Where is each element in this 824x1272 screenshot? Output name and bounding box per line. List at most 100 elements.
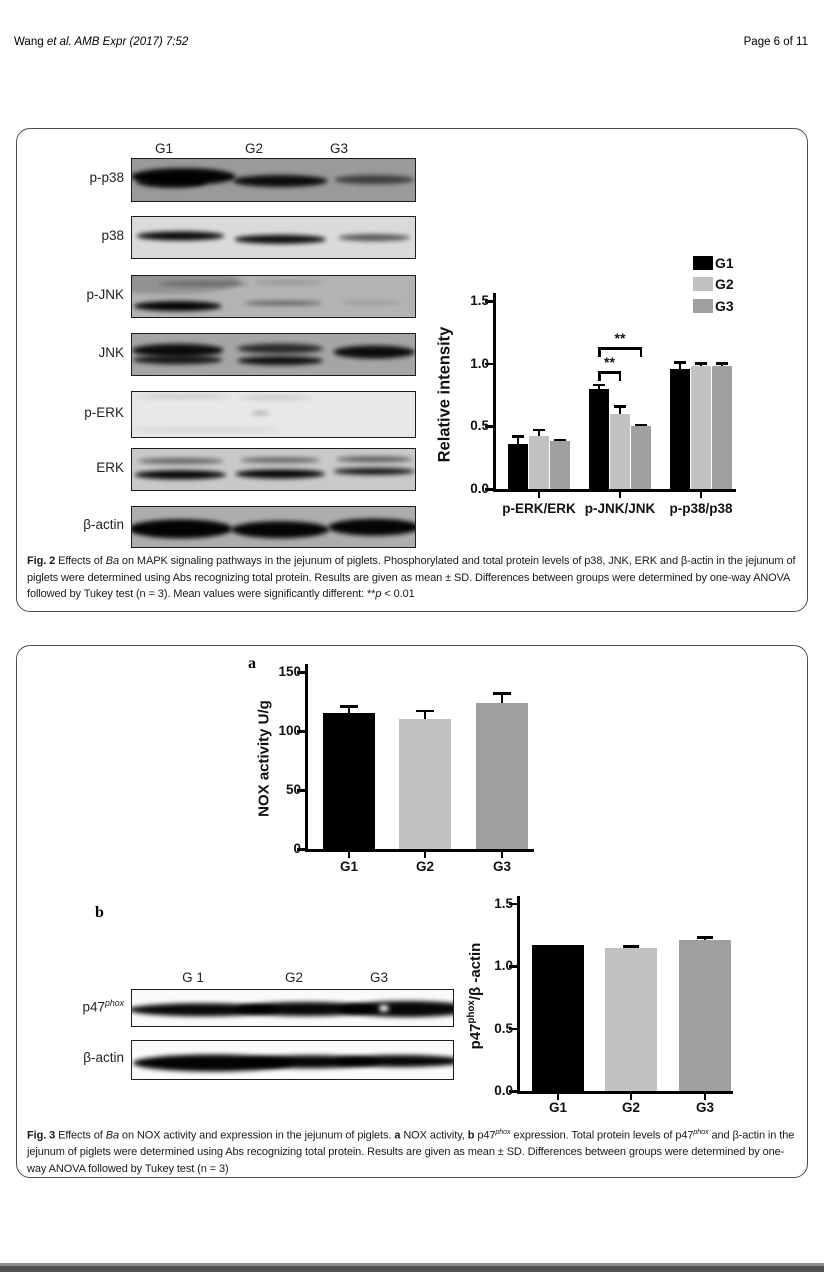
blot-label-jnk: JNK [98, 344, 124, 360]
error-bar-cap [623, 945, 639, 948]
bar-g3 [679, 940, 731, 1091]
lane-header-g3: G3 [329, 141, 349, 156]
blot-bands [132, 1001, 453, 1017]
y-tick-label: 0.5 [470, 418, 489, 434]
error-bar-cap [533, 428, 545, 432]
bar-g3-p-p38-p38 [712, 366, 732, 489]
lane-header-g-1: G 1 [182, 970, 204, 985]
y-tick-label: 1.5 [470, 293, 489, 309]
bar-g2 [399, 719, 451, 849]
blot-bands [132, 276, 402, 312]
y-tick [485, 362, 493, 366]
blot-image-jnk [131, 333, 416, 376]
y-axis [517, 895, 520, 1094]
blot-label-p47: p47phox [82, 998, 124, 1015]
x-tick [703, 1094, 707, 1100]
x-tick [500, 852, 504, 858]
error-bar-cap [697, 936, 713, 939]
error-bar-stem [501, 692, 503, 703]
figure2-caption: Fig. 2 Effects of Ba on MAPK signaling p… [27, 555, 796, 600]
bar-g2-p-erk-erk [529, 436, 549, 489]
lane-header-g3: G3 [369, 970, 389, 985]
lane-header-g1: G1 [154, 141, 174, 156]
lane-header-g2: G2 [244, 141, 264, 156]
blot-image-erk [131, 448, 416, 491]
x-tick [629, 1094, 633, 1100]
panel-b-label: b [95, 904, 104, 921]
bar-g1 [532, 945, 584, 1091]
blot-label-p38: p38 [101, 227, 124, 243]
legend-item-g3: G3 [693, 297, 734, 314]
blot-image-p47 [131, 989, 454, 1027]
significance-bracket [598, 371, 621, 374]
x-axis [305, 849, 534, 852]
error-bar-cap [416, 709, 434, 713]
y-tick [485, 425, 493, 428]
y-tick-label: 0 [293, 841, 301, 856]
bar-g3-p-jnk-jnk [631, 426, 651, 489]
blot-label-actin: β-actin [83, 1050, 124, 1065]
blot-label-p-erk: p-ERK [84, 404, 124, 420]
legend-label: G2 [715, 276, 734, 293]
legend-label: G3 [715, 297, 734, 314]
figure2-panel: Fig. 2 Effects of Ba on MAPK signaling p… [16, 128, 808, 612]
error-bar-cap [716, 362, 728, 365]
x-tick [699, 492, 703, 498]
blot-bands [134, 456, 415, 480]
blot-label-actin: β-actin [83, 517, 124, 532]
x-category-label: G3 [492, 859, 511, 874]
error-bar-cap [340, 705, 358, 708]
y-tick-label: 150 [278, 664, 301, 679]
y-tick [297, 730, 305, 733]
error-bar-cap [493, 692, 511, 695]
footer-bar-light [0, 1263, 824, 1266]
x-category-label: G1 [548, 1100, 567, 1115]
y-tick [509, 902, 517, 906]
y-axis-title: NOX activity U/g [255, 700, 273, 817]
error-bar-cap [674, 361, 686, 364]
x-category-label: G3 [695, 1100, 714, 1115]
x-category-label: G2 [415, 859, 434, 874]
bar-g3 [476, 702, 528, 849]
bar-g2-p-p38-p38 [691, 366, 711, 489]
error-bar-stem [348, 705, 350, 714]
bar-g1-p-erk-erk [508, 443, 528, 489]
legend-item-g2: G2 [693, 276, 734, 292]
y-tick [297, 789, 305, 792]
error-bar-stem [598, 383, 600, 389]
significance-bracket-end [598, 347, 601, 358]
legend-swatch [693, 298, 713, 313]
lane-header-g2: G2 [284, 970, 304, 985]
figure3-panel: a b Fig. 3 Effects of Ba on NOX activity… [16, 645, 808, 1178]
error-bar-cap [635, 423, 647, 427]
blot-image-actin [131, 1040, 454, 1080]
error-bar-cap [554, 438, 566, 442]
x-category-label: p-p38/p38 [669, 501, 733, 516]
y-tick-label: 0.0 [470, 481, 489, 496]
y-tick-label: 0.5 [494, 1020, 513, 1036]
header-page-number: Page 6 of 11 [743, 36, 808, 48]
x-axis [517, 1091, 733, 1094]
blot-label-p-jnk: p-JNK [86, 286, 124, 302]
bar-g2 [605, 947, 657, 1091]
y-axis [305, 664, 308, 852]
bar-g2-p-jnk-jnk [610, 413, 630, 489]
blot-bands [132, 168, 415, 188]
blot-label-p-p38: p-p38 [89, 170, 124, 185]
bar-g1-p-p38-p38 [670, 368, 690, 489]
y-tick [297, 848, 305, 851]
x-category-label: p-JNK/JNK [584, 501, 656, 516]
error-bar-stem [538, 428, 540, 437]
blot-image-p-p38 [131, 158, 416, 202]
significance-bracket-end [598, 371, 601, 382]
y-axis-title: p47phox/β -actin [466, 942, 484, 1050]
header-citation: Wang et al. AMB Expr (2017) 7:52 [14, 36, 189, 48]
x-tick [556, 1094, 560, 1100]
blot-image-actin [131, 506, 416, 548]
legend-swatch [693, 255, 713, 270]
legend-swatch [693, 277, 713, 292]
error-bar-cap [614, 405, 626, 408]
x-category-label: p-ERK/ERK [502, 501, 576, 516]
x-category-label: G2 [621, 1100, 640, 1115]
